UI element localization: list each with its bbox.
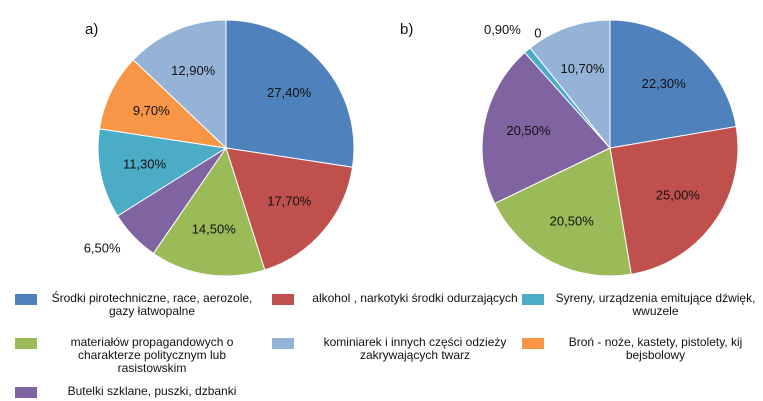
legend-swatch <box>272 338 294 349</box>
pie-slice <box>225 19 355 168</box>
chart-title: b) <box>400 21 413 38</box>
pie-slice <box>132 19 227 150</box>
data-label: 27,40% <box>267 85 312 100</box>
data-label: 25,00% <box>656 188 701 203</box>
data-label: 20,50% <box>550 213 595 228</box>
charts: a) 27,40% 17,70% 14,50% 6,50% 11,30% 9,70% 12,9… <box>84 19 739 277</box>
data-label: 0 <box>534 25 541 40</box>
legend-swatch <box>15 387 37 398</box>
data-label: 12,90% <box>171 63 216 78</box>
data-label: 0,90% <box>484 22 521 37</box>
legend-swatch <box>15 338 37 349</box>
pie-slice <box>481 51 611 205</box>
pie-slice <box>609 19 737 149</box>
pie-slice <box>225 147 354 271</box>
data-label: 11,30% <box>123 156 167 171</box>
legend-label: alkohol , narkotyki środki odurzających <box>312 291 518 305</box>
pie-slice <box>152 146 266 277</box>
legend-label: Syreny, urządzenia emitujące dźwięk, wwu… <box>555 291 756 318</box>
legend-label: Broń - noże, kastety, pistolety, kij bej… <box>568 335 743 362</box>
data-label: 9,70% <box>133 103 170 118</box>
pie-slice <box>609 125 739 275</box>
data-label: 14,50% <box>192 222 237 237</box>
pie-slice <box>493 147 632 277</box>
legend-label: Środki pirotechniczne, race, aerozole, g… <box>51 291 253 318</box>
data-label: 17,70% <box>267 193 312 208</box>
legend-label: materiałów propagandowych o charakterze … <box>70 335 234 375</box>
pie-slice <box>98 59 228 149</box>
legend-swatch <box>272 294 294 305</box>
data-label: 6,50% <box>84 240 121 255</box>
legend-label: kominiarek i innych części odzieży zakry… <box>323 335 507 362</box>
pie-slice <box>529 19 611 150</box>
legend-swatch <box>522 294 544 305</box>
data-label: 20,50% <box>506 123 551 138</box>
data-label: 22,30% <box>642 76 687 91</box>
data-label: 10,70% <box>560 61 605 76</box>
chart-title: a) <box>85 21 98 38</box>
legend-swatch <box>522 338 544 349</box>
legend-swatch <box>15 294 37 305</box>
legend-label: Butelki szklane, puszki, dzbanki <box>67 384 237 398</box>
pie-slice <box>97 128 228 217</box>
